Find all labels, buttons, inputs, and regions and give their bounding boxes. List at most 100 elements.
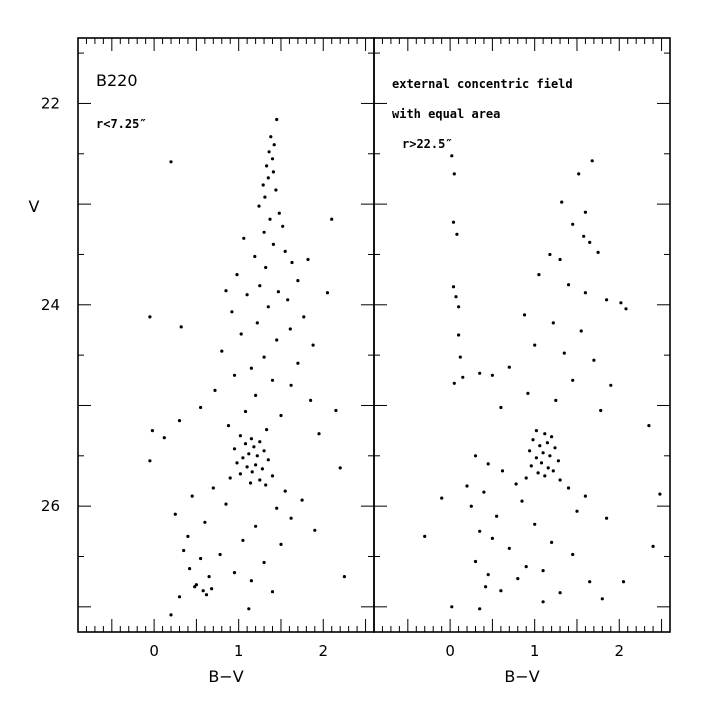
data-point [524,565,528,569]
data-point [232,447,237,451]
data-point [199,405,203,410]
data-point [224,502,228,506]
data-point [262,449,266,453]
data-point [583,494,588,498]
data-point [271,242,275,246]
data-point [262,355,266,359]
data-point [238,434,242,438]
data-point [558,591,562,595]
data-point [238,472,242,476]
data-point [265,164,269,168]
data-point [262,230,266,234]
data-point [522,313,527,317]
data-point [469,504,473,508]
x-tick-label: 2 [318,642,328,660]
data-point [169,160,173,164]
data-point [266,176,270,180]
data-point [218,552,222,557]
data-point [258,440,262,444]
data-point [651,544,655,549]
data-point [478,529,482,533]
data-point [450,605,454,609]
data-point [330,217,334,221]
field-annotation-line2: with equal area [392,107,500,121]
data-point [203,520,207,524]
data-point [571,222,575,226]
data-point [226,424,231,428]
data-point [514,482,518,486]
y-tick-label: 24 [41,296,60,314]
data-point [279,542,283,547]
data-point [499,405,503,410]
y-tick-label: 22 [41,94,60,112]
data-point [254,393,258,397]
data-point [451,285,456,289]
data-point [182,548,186,553]
data-point [275,338,279,342]
data-point [286,298,290,302]
data-point [484,585,488,589]
data-point [554,398,558,402]
data-point [526,391,530,395]
data-point [560,200,564,204]
data-point [534,429,539,433]
data-point [249,579,253,583]
x-tick-labels: 0 1 2 [149,642,328,660]
data-point [558,257,562,262]
data-point [211,486,215,490]
data-point [220,349,224,353]
data-point [486,573,490,577]
data-point [520,499,524,503]
x-tick-label: 0 [149,642,159,660]
data-point [499,589,503,593]
data-point [516,577,520,581]
data-point [582,234,586,238]
data-point [274,188,278,192]
data-point [247,452,251,456]
data-point [605,516,609,520]
data-point [279,413,283,418]
data-point [296,361,300,365]
data-point [621,580,626,584]
data-point [575,509,579,513]
data-point [588,240,592,244]
x-tick-labels: 0 1 2 [445,642,624,660]
data-point [541,569,545,573]
y-axis-label: V [29,197,40,216]
data-point [254,463,258,467]
data-point [281,224,285,228]
data-point [571,552,575,557]
data-point [558,478,562,482]
data-point [528,449,532,453]
data-point [162,436,166,440]
data-point [186,534,190,539]
plot-frame [373,37,671,633]
data-point [262,560,266,565]
data-point [245,293,249,297]
data-point [583,291,588,295]
data-point [265,428,269,432]
data-point [275,506,279,510]
data-point [235,273,239,277]
data-point [247,607,251,611]
data-point [507,365,511,369]
data-point [270,590,275,594]
data-point [232,571,237,575]
data-point [473,454,478,458]
data-point [551,469,555,473]
data-point [454,295,458,299]
data-point [543,474,547,478]
x-tick-label: 2 [614,642,624,660]
data-point [342,575,346,579]
data-point [148,315,152,319]
data-point [270,474,275,478]
data-point [500,469,505,473]
data-point [255,454,259,458]
data-point [451,220,456,224]
data-point [267,150,271,154]
data-point [300,498,304,502]
data-point [254,524,258,528]
data-point [325,291,330,295]
data-point [571,378,575,382]
data-point [289,383,293,387]
